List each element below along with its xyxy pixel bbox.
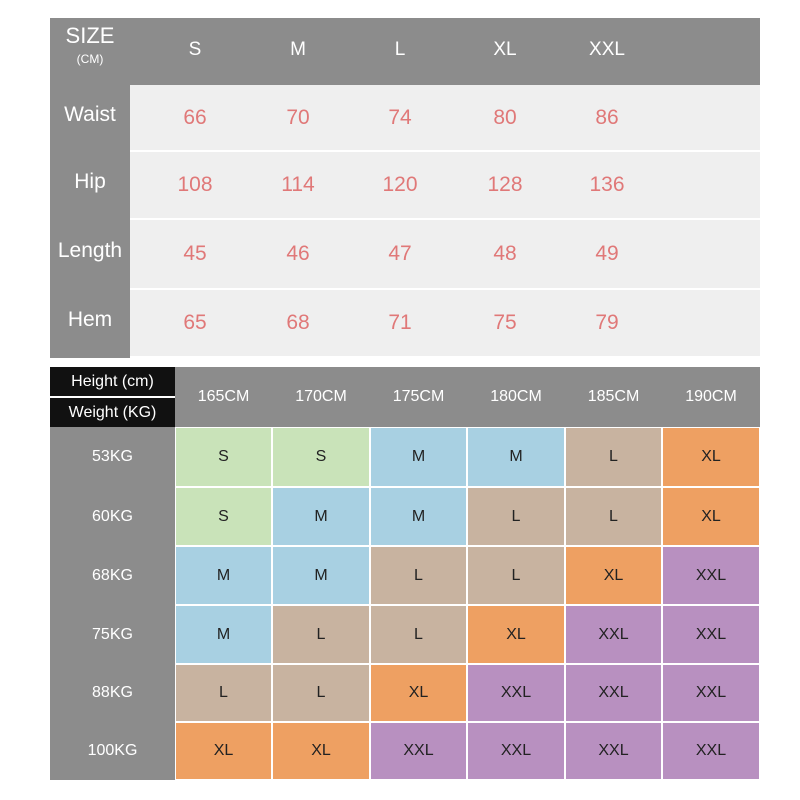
size-cell: S	[273, 428, 369, 486]
size-cell: XXL	[566, 665, 661, 721]
size-value: 79	[595, 311, 619, 334]
size-column-header: S	[188, 39, 202, 60]
size-cell: M	[176, 547, 271, 604]
size-cell: XL	[371, 665, 466, 721]
size-row-label: Length	[57, 239, 123, 262]
size-row-bg	[130, 290, 760, 356]
size-cell: XXL	[663, 723, 759, 779]
fit-weight-col	[50, 427, 175, 780]
size-row-bg	[130, 152, 760, 218]
size-cell: M	[176, 606, 271, 663]
size-row-label: Hem	[67, 308, 113, 331]
size-cell: L	[273, 606, 369, 663]
weight-label-cell: 88KG	[92, 684, 133, 701]
weight-label-cell: 68KG	[92, 566, 133, 584]
size-row-label: Hip	[74, 170, 106, 193]
size-value: 66	[183, 105, 207, 129]
size-header-bg	[50, 18, 760, 85]
size-cell: XXL	[468, 665, 564, 721]
weight-label: Weight (KG)	[50, 397, 175, 427]
size-cell: XL	[176, 723, 271, 779]
size-cell: L	[468, 547, 564, 604]
size-value: 86	[595, 105, 619, 129]
size-cell: L	[468, 488, 564, 545]
size-value: 108	[177, 173, 213, 196]
size-cell: XL	[566, 547, 661, 604]
size-value: 136	[589, 173, 625, 196]
size-cell: S	[176, 428, 271, 486]
size-cell: L	[566, 488, 661, 545]
size-value: 70	[286, 105, 310, 129]
size-value: 128	[487, 173, 523, 196]
size-value: 75	[493, 311, 517, 334]
size-value: 120	[382, 173, 418, 196]
height-header: 175CM	[392, 388, 445, 405]
size-column-header: XL	[493, 39, 517, 60]
size-cell: M	[468, 428, 564, 486]
size-cell: L	[566, 428, 661, 486]
size-header-unit: (CM)	[76, 52, 104, 66]
height-header: 170CM	[295, 388, 347, 405]
size-cell: XXL	[663, 606, 759, 663]
height-label: Height (cm)	[50, 367, 175, 396]
size-cell: XXL	[566, 606, 661, 663]
size-cell: L	[371, 606, 466, 663]
weight-label-cell: 100KG	[87, 742, 138, 759]
weight-label-cell: 53KG	[92, 448, 133, 465]
size-cell: XL	[468, 606, 564, 663]
size-cell: XL	[273, 723, 369, 779]
size-cell: M	[273, 547, 369, 604]
size-cell: L	[176, 665, 271, 721]
size-value: 46	[286, 242, 310, 265]
size-cell: XXL	[468, 723, 564, 779]
size-column-header: L	[394, 39, 406, 60]
size-value: 65	[183, 311, 207, 334]
height-header: 180CM	[490, 388, 542, 405]
weight-label-cell: 75KG	[92, 625, 133, 643]
size-value: 68	[286, 311, 310, 334]
size-cell: XXL	[566, 723, 661, 779]
size-cell: L	[371, 547, 466, 604]
size-cell: XXL	[663, 665, 759, 721]
size-value: 49	[595, 242, 619, 265]
size-value: 80	[493, 105, 517, 129]
size-column-header: XXL	[589, 39, 625, 60]
size-cell: M	[371, 488, 466, 545]
size-value: 74	[388, 105, 412, 129]
size-cell: L	[273, 665, 369, 721]
size-cell: XXL	[371, 723, 466, 779]
size-value: 45	[183, 242, 207, 265]
size-row-bg	[130, 85, 760, 150]
height-header: 190CM	[685, 388, 737, 405]
size-cell: XL	[663, 428, 759, 486]
size-value: 71	[388, 311, 412, 334]
size-cell: M	[273, 488, 369, 545]
size-cell: XXL	[663, 547, 759, 604]
size-value: 48	[493, 242, 517, 265]
weight-label-cell: 60KG	[92, 507, 133, 525]
size-row-label: Waist	[64, 102, 116, 126]
height-header: 185CM	[587, 388, 640, 405]
size-row-bg	[130, 220, 760, 288]
height-header: 165CM	[197, 388, 250, 405]
size-cell: S	[176, 488, 271, 545]
size-value: 47	[388, 242, 412, 265]
fit-header-bg	[175, 367, 760, 427]
size-column-header: M	[290, 39, 306, 60]
size-value: 114	[281, 173, 315, 196]
size-cell: XL	[663, 488, 759, 545]
size-cell: M	[371, 428, 466, 486]
size-header-label: SIZE	[65, 23, 115, 48]
size-label-col	[50, 85, 130, 358]
